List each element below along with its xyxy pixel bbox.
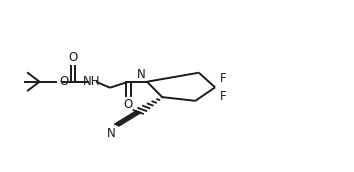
Text: F: F xyxy=(220,90,227,103)
Text: N: N xyxy=(107,127,115,140)
Text: NH: NH xyxy=(83,75,101,88)
Text: O: O xyxy=(68,51,78,64)
Text: O: O xyxy=(59,75,68,88)
Text: F: F xyxy=(220,72,227,85)
Text: O: O xyxy=(124,98,133,111)
Text: N: N xyxy=(137,68,145,81)
